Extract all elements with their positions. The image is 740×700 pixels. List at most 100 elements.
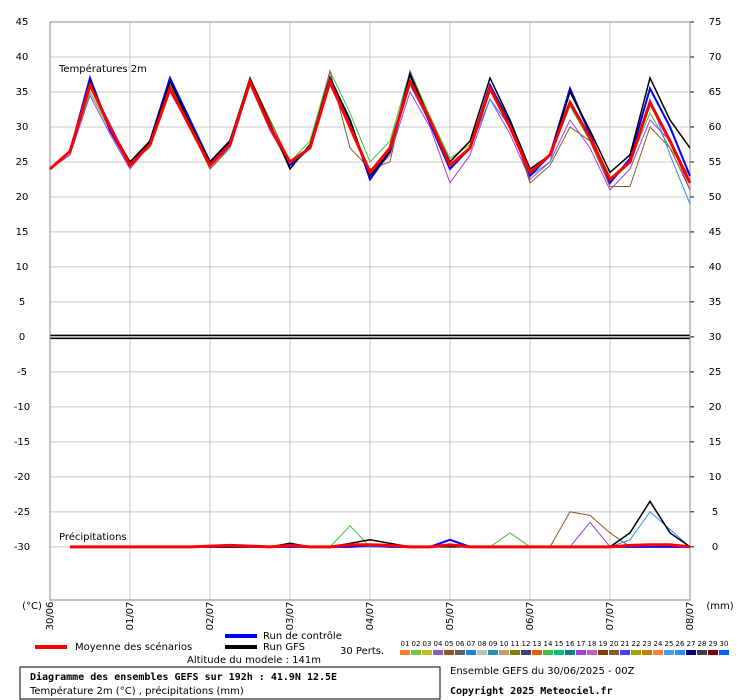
- perturbation-label: 14: [544, 640, 553, 648]
- perturbation-label: 01: [401, 640, 410, 648]
- perturbation-label: 22: [632, 640, 641, 648]
- x-tick-label: 07/07: [605, 602, 616, 631]
- y2-tick-label: 5: [712, 507, 718, 518]
- y2-tick-label: 70: [709, 52, 722, 63]
- altitude: Altitude du modele : 141m: [187, 655, 321, 666]
- x-tick-label: 01/07: [125, 602, 136, 631]
- run-info: Ensemble GEFS du 30/06/2025 - 00Z: [450, 666, 635, 677]
- series-line: [70, 543, 691, 549]
- y2-tick-label: 65: [709, 87, 722, 98]
- y-tick-label: 15: [16, 227, 29, 238]
- x-tick-label: 06/07: [525, 602, 536, 631]
- perturbation-swatch: [433, 650, 443, 655]
- perturbation-label: 13: [533, 640, 542, 648]
- y-tick-label: -15: [14, 437, 30, 448]
- perturbation-swatch: [510, 650, 520, 655]
- y2-tick-label: 40: [709, 262, 722, 273]
- x-tick-label: 04/07: [365, 602, 376, 631]
- y2-tick-label: 35: [709, 297, 722, 308]
- perturbation-label: 20: [610, 640, 619, 648]
- chart-subtitle: Température 2m (°C) , précipitations (mm…: [29, 685, 244, 697]
- y-tick-label: 45: [16, 17, 29, 28]
- series-line: [49, 77, 692, 184]
- y2-tick-label: 10: [709, 472, 722, 483]
- x-tick-label: 02/07: [205, 602, 216, 631]
- perturbation-label: 26: [676, 640, 685, 648]
- y-tick-label: 0: [19, 332, 25, 343]
- perturbation-label: 30: [720, 640, 729, 648]
- y2-tick-label: 60: [709, 122, 722, 133]
- perturbation-label: 07: [467, 640, 476, 648]
- y2-tick-label: 30: [709, 332, 722, 343]
- perturbation-label: 28: [698, 640, 707, 648]
- perturbation-label: 18: [588, 640, 597, 648]
- perturbation-label: 23: [643, 640, 652, 648]
- perturbation-swatch: [576, 650, 586, 655]
- perturbation-swatch: [466, 650, 476, 655]
- perturbation-swatch: [719, 650, 729, 655]
- perturbation-swatch: [488, 650, 498, 655]
- perturbation-swatch: [477, 650, 487, 655]
- perturbation-swatch: [411, 650, 421, 655]
- perturbation-swatch: [609, 650, 619, 655]
- perturbation-label: 15: [555, 640, 564, 648]
- perturbation-label: 10: [500, 640, 509, 648]
- perturbation-swatch: [565, 650, 575, 655]
- perturbation-label: 08: [478, 640, 487, 648]
- plot-frame: [49, 21, 691, 601]
- perturbation-label: 16: [566, 640, 575, 648]
- x-tick-label: 05/07: [445, 602, 456, 631]
- perturbation-swatch: [598, 650, 608, 655]
- chart-title: Diagramme des ensembles GEFS sur 192h : …: [30, 671, 337, 683]
- perturbation-swatch: [499, 650, 509, 655]
- y-tick-label: 30: [16, 122, 29, 133]
- y2-tick-label: 0: [712, 542, 718, 553]
- perturbation-swatch: [521, 650, 531, 655]
- y2-tick-label: 50: [709, 192, 722, 203]
- legend-label: Run de contrôle: [263, 630, 342, 642]
- perturbation-label: 11: [511, 640, 520, 648]
- y2-tick-label: 45: [709, 227, 722, 238]
- perturbation-label: 24: [654, 640, 663, 648]
- x-tick-label: 03/07: [285, 602, 296, 631]
- perturbation-label: 03: [423, 640, 432, 648]
- series-line: [70, 521, 690, 548]
- perturbation-swatch: [653, 650, 663, 655]
- perturbation-label: 25: [665, 640, 674, 648]
- copyright: Copyright 2025 Meteociel.fr: [450, 685, 613, 697]
- perturbation-swatch: [686, 650, 696, 655]
- y-tick-label: 20: [16, 192, 29, 203]
- perturbation-label: 09: [489, 640, 498, 648]
- y-tick-label: -20: [14, 472, 30, 483]
- y2-tick-label: 25: [709, 367, 722, 378]
- y-tick-label: -30: [14, 542, 30, 553]
- perturbation-label: 17: [577, 640, 586, 648]
- legend-label: Moyenne des scénarios: [75, 641, 192, 653]
- perturbation-label: 04: [434, 640, 443, 648]
- y-tick-label: 10: [16, 262, 29, 273]
- perturbation-swatch: [422, 650, 432, 655]
- perturbation-label: 19: [599, 640, 608, 648]
- perturbation-swatch: [455, 650, 465, 655]
- y-tick-label: 35: [16, 87, 29, 98]
- perturbation-swatch: [708, 650, 718, 655]
- perturbation-swatch: [554, 650, 564, 655]
- perturbation-swatch: [587, 650, 597, 655]
- x-tick-label: 08/07: [685, 602, 696, 631]
- title-box: [19, 666, 441, 700]
- x-tick-label: 30/06: [45, 602, 56, 631]
- y-tick-label: -5: [17, 367, 27, 378]
- perturbation-label: 05: [445, 640, 454, 648]
- perturbation-label: 06: [456, 640, 465, 648]
- temp-label: Températures 2m: [58, 63, 147, 75]
- y2-tick-label: 15: [709, 437, 722, 448]
- y-tick-label: 40: [16, 52, 29, 63]
- series-line: [49, 72, 691, 178]
- perturbation-label: 27: [687, 640, 696, 648]
- series-line: [70, 499, 691, 548]
- precip-label: Précipitations: [59, 531, 127, 543]
- perturbation-swatch: [543, 650, 553, 655]
- perturbation-label: 02: [412, 640, 421, 648]
- perturbation-swatch: [697, 650, 707, 655]
